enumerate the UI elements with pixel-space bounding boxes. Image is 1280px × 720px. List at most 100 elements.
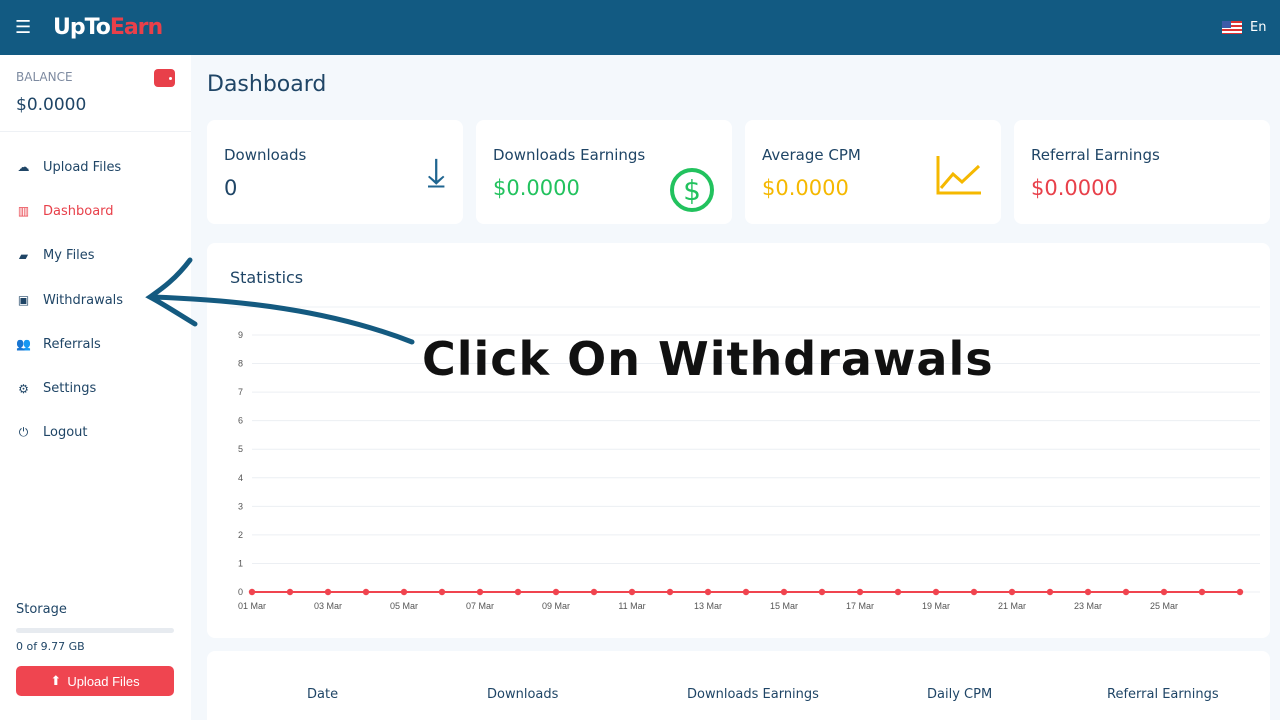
folder-icon: ▰ bbox=[18, 248, 29, 263]
data-point bbox=[1236, 588, 1244, 596]
y-tick-label: 7 bbox=[238, 387, 243, 397]
downloads-earnings-card: Downloads Earnings $0.0000 $ bbox=[476, 120, 732, 224]
card-title: Downloads bbox=[224, 146, 307, 164]
data-point bbox=[1160, 588, 1168, 596]
sidebar-item-withdrawals[interactable]: ▣ Withdrawals bbox=[0, 278, 191, 322]
logo[interactable]: UpToEarn bbox=[53, 15, 163, 40]
data-point bbox=[1084, 588, 1092, 596]
storage-label: Storage bbox=[16, 602, 67, 617]
x-tick-label: 13 Mar bbox=[694, 601, 722, 611]
sidebar-item-settings[interactable]: ⚙ Settings bbox=[0, 366, 191, 410]
column-header-downloads-earnings[interactable]: Downloads Earnings bbox=[687, 687, 819, 702]
us-flag-icon bbox=[1222, 21, 1242, 34]
dollar-icon: $ bbox=[670, 168, 714, 212]
sidebar-item-label: Dashboard bbox=[43, 203, 114, 219]
average-cpm-card: Average CPM $0.0000 bbox=[745, 120, 1001, 224]
referral-earnings-card: Referral Earnings $0.0000 bbox=[1014, 120, 1270, 224]
sidebar-item-label: Upload Files bbox=[43, 159, 122, 175]
data-point bbox=[400, 588, 408, 596]
sidebar-item-upload-files[interactable]: ☁ Upload Files bbox=[0, 145, 191, 189]
data-point bbox=[514, 588, 522, 596]
card-value: $0.0000 bbox=[493, 176, 580, 200]
storage-text: 0 of 9.77 GB bbox=[16, 640, 85, 653]
logo-part2: Earn bbox=[109, 15, 163, 40]
x-tick-label: 23 Mar bbox=[1074, 601, 1102, 611]
y-tick-label: 2 bbox=[238, 530, 243, 540]
card-value: 0 bbox=[224, 176, 238, 200]
x-tick-label: 11 Mar bbox=[618, 601, 645, 611]
balance-value: $0.0000 bbox=[16, 95, 87, 115]
data-point bbox=[476, 588, 484, 596]
upload-button-label: Upload Files bbox=[67, 673, 140, 689]
sidebar-item-label: Settings bbox=[43, 381, 97, 397]
page-title: Dashboard bbox=[207, 72, 327, 97]
card-title: Referral Earnings bbox=[1031, 146, 1160, 164]
top-bar: ☰ UpToEarn En bbox=[0, 0, 1280, 55]
data-point bbox=[324, 588, 332, 596]
x-tick-label: 03 Mar bbox=[314, 601, 342, 611]
upload-icon: ⬆ bbox=[50, 673, 62, 688]
money-icon: ▣ bbox=[17, 293, 30, 308]
data-point bbox=[780, 588, 788, 596]
statistics-chart: 0 1 2 3 4 5 6 7 8 9 01 Mar 03 Mar 05 Mar 07 Mar 09 Mar… bbox=[230, 306, 1260, 611]
column-header-daily-cpm[interactable]: Daily CPM bbox=[927, 687, 993, 702]
y-tick-label: 0 bbox=[238, 587, 243, 597]
power-icon: ⏻ bbox=[18, 425, 29, 440]
sidebar-item-label: My Files bbox=[43, 248, 95, 264]
y-tick-label: 9 bbox=[238, 330, 243, 340]
storage-bar bbox=[16, 628, 174, 633]
sidebar-item-label: Withdrawals bbox=[43, 292, 124, 308]
x-tick-label: 19 Mar bbox=[922, 601, 950, 611]
data-point bbox=[1122, 588, 1130, 596]
wallet-icon bbox=[154, 69, 175, 87]
data-point bbox=[818, 588, 826, 596]
data-point bbox=[552, 588, 560, 596]
sidebar-item-label: Referrals bbox=[43, 336, 101, 352]
gear-icon: ⚙ bbox=[18, 381, 29, 396]
data-point bbox=[932, 588, 940, 596]
x-tick-label: 21 Mar bbox=[998, 601, 1026, 611]
data-point bbox=[970, 588, 978, 596]
data-point bbox=[590, 588, 598, 596]
y-tick-label: 8 bbox=[238, 359, 243, 369]
upload-files-button[interactable]: ⬆ Upload Files bbox=[16, 666, 174, 696]
x-tick-label: 09 Mar bbox=[542, 601, 570, 611]
data-point bbox=[1046, 588, 1054, 596]
dashboard-icon: ▥ bbox=[17, 204, 30, 219]
annotation-text: Click On Withdrawals bbox=[422, 332, 994, 386]
column-header-downloads[interactable]: Downloads bbox=[487, 687, 559, 702]
card-value: $0.0000 bbox=[1031, 176, 1118, 200]
data-point bbox=[628, 588, 636, 596]
balance-label: BALANCE bbox=[16, 70, 73, 84]
language-selector[interactable]: En bbox=[1222, 20, 1266, 35]
data-point bbox=[894, 588, 902, 596]
x-tick-label: 05 Mar bbox=[390, 601, 418, 611]
data-point bbox=[1198, 588, 1206, 596]
y-tick-label: 5 bbox=[238, 444, 243, 454]
data-point bbox=[856, 588, 864, 596]
sidebar-nav: ☁ Upload Files ▥ Dashboard ▰ My Files ▣ Withdra… bbox=[0, 145, 191, 455]
card-title: Downloads Earnings bbox=[493, 146, 646, 164]
data-point bbox=[1008, 588, 1016, 596]
y-tick-label: 3 bbox=[238, 501, 243, 511]
sidebar-item-label: Logout bbox=[43, 425, 88, 441]
hamburger-menu-icon[interactable]: ☰ bbox=[15, 17, 32, 38]
data-point bbox=[362, 588, 370, 596]
downloads-card: Downloads 0 ⤓ bbox=[207, 120, 463, 224]
column-header-date[interactable]: Date bbox=[307, 687, 339, 702]
x-tick-label: 07 Mar bbox=[466, 601, 494, 611]
data-point bbox=[248, 588, 256, 596]
sidebar-item-referrals[interactable]: 👥 Referrals bbox=[0, 322, 191, 366]
statistics-panel: Statistics 0 1 2 3 4 5 6 7 8 9 01 Mar 03 Mar 05 Mar 0… bbox=[207, 243, 1270, 638]
card-title: Average CPM bbox=[762, 146, 861, 164]
y-tick-label: 4 bbox=[238, 473, 243, 483]
x-tick-label: 15 Mar bbox=[770, 601, 798, 611]
column-header-referral-earnings[interactable]: Referral Earnings bbox=[1107, 687, 1219, 702]
sidebar-item-my-files[interactable]: ▰ My Files bbox=[0, 234, 191, 278]
logo-part1: UpTo bbox=[53, 15, 111, 40]
sidebar-item-logout[interactable]: ⏻ Logout bbox=[0, 411, 191, 455]
x-tick-label: 01 Mar bbox=[238, 601, 266, 611]
statistics-table: Date Downloads Downloads Earnings Daily … bbox=[207, 651, 1270, 720]
sidebar-item-dashboard[interactable]: ▥ Dashboard bbox=[0, 189, 191, 233]
divider bbox=[0, 131, 191, 132]
